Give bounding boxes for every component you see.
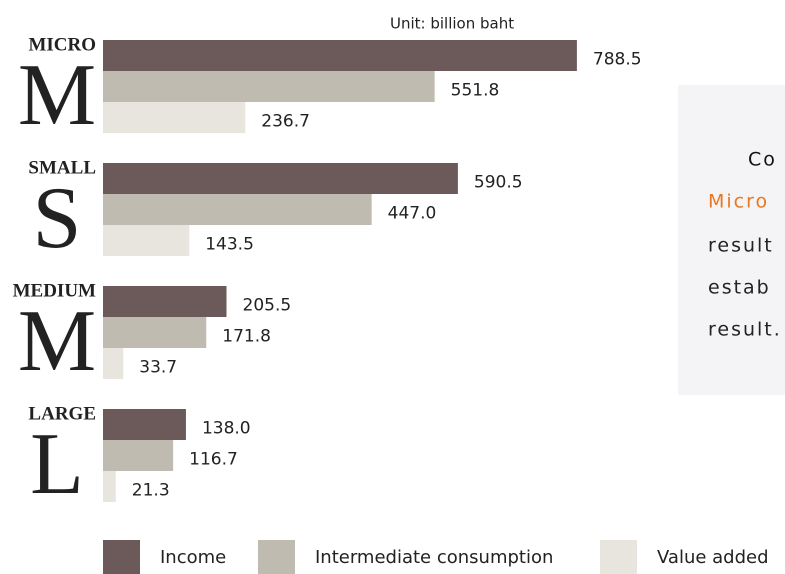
text-panel (678, 85, 785, 395)
bar (103, 471, 116, 502)
panel-text: Micro (708, 191, 769, 213)
value-label: 21.3 (132, 481, 170, 501)
unit-label: Unit: billion baht (390, 15, 514, 33)
category-letter: M (18, 47, 96, 144)
panel-text: Co (748, 149, 777, 171)
value-label: 590.5 (474, 173, 523, 193)
panel-text: result (708, 235, 774, 257)
panel-text: result. (708, 319, 782, 341)
category-label: MICRO (28, 34, 96, 55)
bar (103, 348, 124, 379)
value-label: 33.7 (139, 358, 177, 378)
legend-swatch (258, 540, 295, 574)
value-label: 447.0 (388, 204, 437, 224)
bar (103, 317, 207, 348)
category-letter: L (30, 416, 84, 513)
bar (103, 163, 458, 194)
category-letter: M (18, 293, 96, 390)
bar (103, 102, 246, 133)
value-label: 116.7 (189, 450, 238, 470)
value-label: 788.5 (593, 50, 642, 70)
bar (103, 225, 190, 256)
category-label: SMALL (28, 157, 96, 178)
bar (103, 440, 174, 471)
value-label: 551.8 (451, 81, 500, 101)
bar (103, 194, 372, 225)
value-label: 138.0 (202, 419, 251, 439)
legend-label: Value added (657, 547, 769, 568)
category-label: MEDIUM (13, 280, 96, 301)
bar (103, 71, 435, 102)
legend-label: Income (160, 547, 226, 568)
bar (103, 40, 577, 71)
category-label: LARGE (28, 403, 96, 424)
value-label: 205.5 (243, 296, 292, 316)
category-letter: S (33, 170, 82, 267)
legend-label: Intermediate consumption (315, 547, 553, 568)
legend-swatch (600, 540, 637, 574)
value-label: 143.5 (205, 235, 254, 255)
value-label: 171.8 (222, 327, 271, 347)
panel-text: estab (708, 277, 771, 299)
value-label: 236.7 (261, 112, 310, 132)
legend-swatch (103, 540, 140, 574)
bar (103, 286, 227, 317)
bar (103, 409, 186, 440)
